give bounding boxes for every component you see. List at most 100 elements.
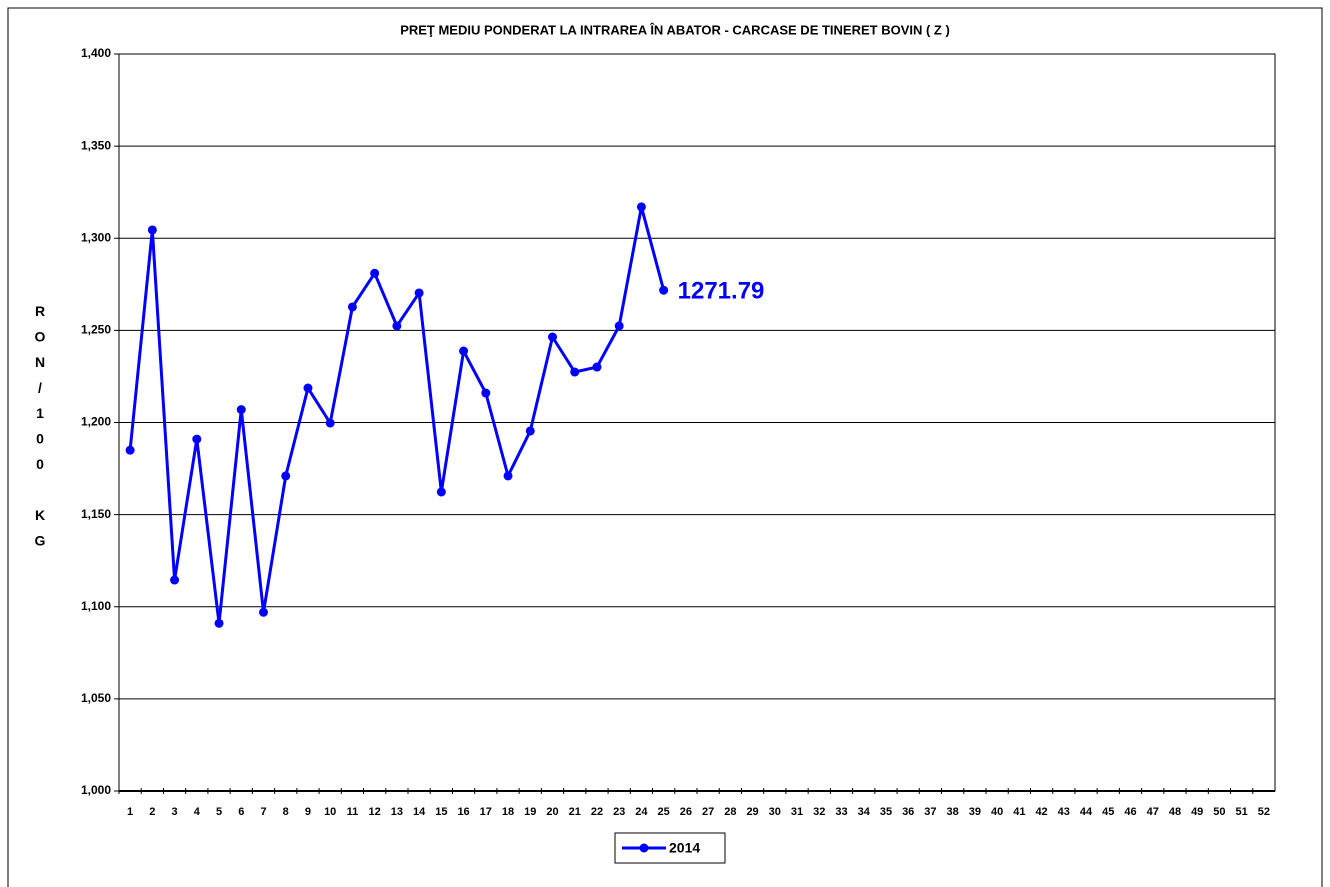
x-tick-label: 26	[680, 806, 692, 818]
x-tick-label: 42	[1035, 806, 1047, 818]
x-tick-label: 29	[746, 806, 758, 818]
x-tick-label: 21	[569, 806, 581, 818]
x-tick-label: 35	[880, 806, 892, 818]
x-tick-label: 46	[1124, 806, 1136, 818]
x-tick-label: 27	[702, 806, 714, 818]
x-tick-label: 37	[924, 806, 936, 818]
point	[659, 285, 669, 295]
x-tick-label: 6	[238, 806, 244, 818]
x-tick-label: 47	[1147, 806, 1159, 818]
point	[436, 487, 446, 497]
point	[548, 332, 557, 342]
x-tick-label: 12	[369, 806, 381, 818]
point	[503, 471, 513, 481]
x-tick-label: 13	[391, 806, 403, 818]
point	[392, 321, 402, 331]
x-tick-label: 16	[457, 806, 469, 818]
point	[614, 321, 624, 331]
x-tick-label: 24	[635, 806, 648, 818]
x-tick-label: 49	[1191, 806, 1203, 818]
x-tick-label: 8	[283, 806, 289, 818]
x-tick-label: 48	[1169, 806, 1181, 818]
x-tick-label: 34	[858, 806, 871, 818]
y-tick-label: 1,200	[81, 415, 111, 429]
x-tick-label: 41	[1013, 806, 1025, 818]
point	[592, 362, 602, 372]
x-tick-label: 22	[591, 806, 603, 818]
x-tick-label: 20	[546, 806, 558, 818]
point	[281, 471, 291, 481]
x-tick-label: 40	[991, 806, 1003, 818]
point	[459, 346, 469, 356]
point	[125, 445, 135, 455]
x-tick-label: 44	[1080, 806, 1093, 818]
x-tick-label: 1	[127, 806, 133, 818]
x-tick-label: 14	[413, 806, 426, 818]
x-tick-label: 31	[791, 806, 803, 818]
x-tick-label: 28	[724, 806, 736, 818]
y-tick-label: 1,350	[81, 138, 111, 152]
x-tick-label: 30	[769, 806, 781, 818]
point	[147, 225, 157, 235]
y-axis-label-char: O	[35, 328, 46, 344]
x-tick-label: 2	[149, 806, 155, 818]
point	[259, 607, 268, 617]
point	[325, 418, 335, 428]
y-axis-label-char: N	[35, 354, 45, 370]
x-tick-label: 32	[813, 806, 825, 818]
y-axis-label-char: G	[35, 532, 46, 548]
y-axis-label-char	[38, 481, 42, 497]
y-tick-label: 1,300	[81, 230, 111, 244]
x-tick-label: 50	[1213, 806, 1225, 818]
y-tick-label: 1,000	[81, 783, 111, 797]
point	[525, 426, 535, 436]
y-tick-label: 1,400	[81, 46, 111, 60]
x-tick-label: 17	[480, 806, 492, 818]
legend-marker	[639, 843, 649, 853]
x-tick-label: 9	[305, 806, 311, 818]
x-tick-label: 25	[658, 806, 670, 818]
x-tick-label: 19	[524, 806, 536, 818]
y-tick-label: 1,050	[81, 691, 111, 705]
y-axis-label-char: /	[38, 379, 42, 395]
x-tick-label: 15	[435, 806, 447, 818]
y-axis-label-char: 0	[36, 430, 44, 446]
x-tick-label: 11	[347, 806, 359, 818]
point	[170, 575, 180, 585]
point	[370, 268, 380, 278]
x-tick-label: 10	[324, 806, 336, 818]
x-tick-label: 4	[194, 806, 201, 818]
point	[303, 383, 313, 393]
y-tick-label: 1,100	[81, 599, 111, 613]
point	[236, 405, 246, 415]
chart-border	[7, 7, 1323, 887]
x-tick-label: 7	[260, 806, 266, 818]
point	[214, 618, 224, 628]
x-tick-label: 3	[172, 806, 178, 818]
y-axis-label-char: K	[35, 507, 45, 523]
point	[481, 388, 491, 398]
x-tick-label: 52	[1258, 806, 1270, 818]
point	[636, 202, 646, 212]
x-tick-label: 36	[902, 806, 914, 818]
point	[347, 302, 357, 312]
data-label: 1271.79	[678, 278, 765, 305]
x-tick-label: 5	[216, 806, 222, 818]
x-tick-label: 51	[1236, 806, 1248, 818]
chart-title: PREŢ MEDIU PONDERAT LA INTRAREA ÎN ABATO…	[400, 22, 950, 37]
x-tick-label: 39	[969, 806, 981, 818]
point	[414, 288, 424, 298]
x-tick-label: 43	[1058, 806, 1070, 818]
y-tick-label: 1,250	[81, 323, 111, 337]
legend-label: 2014	[669, 840, 700, 856]
y-axis-label-char: R	[35, 303, 45, 319]
x-tick-label: 18	[502, 806, 514, 818]
y-axis-label-char: 1	[36, 405, 44, 421]
x-tick-label: 38	[947, 806, 959, 818]
point	[192, 434, 202, 444]
y-tick-label: 1,150	[81, 507, 111, 521]
x-tick-label: 45	[1102, 806, 1114, 818]
point	[570, 367, 580, 377]
